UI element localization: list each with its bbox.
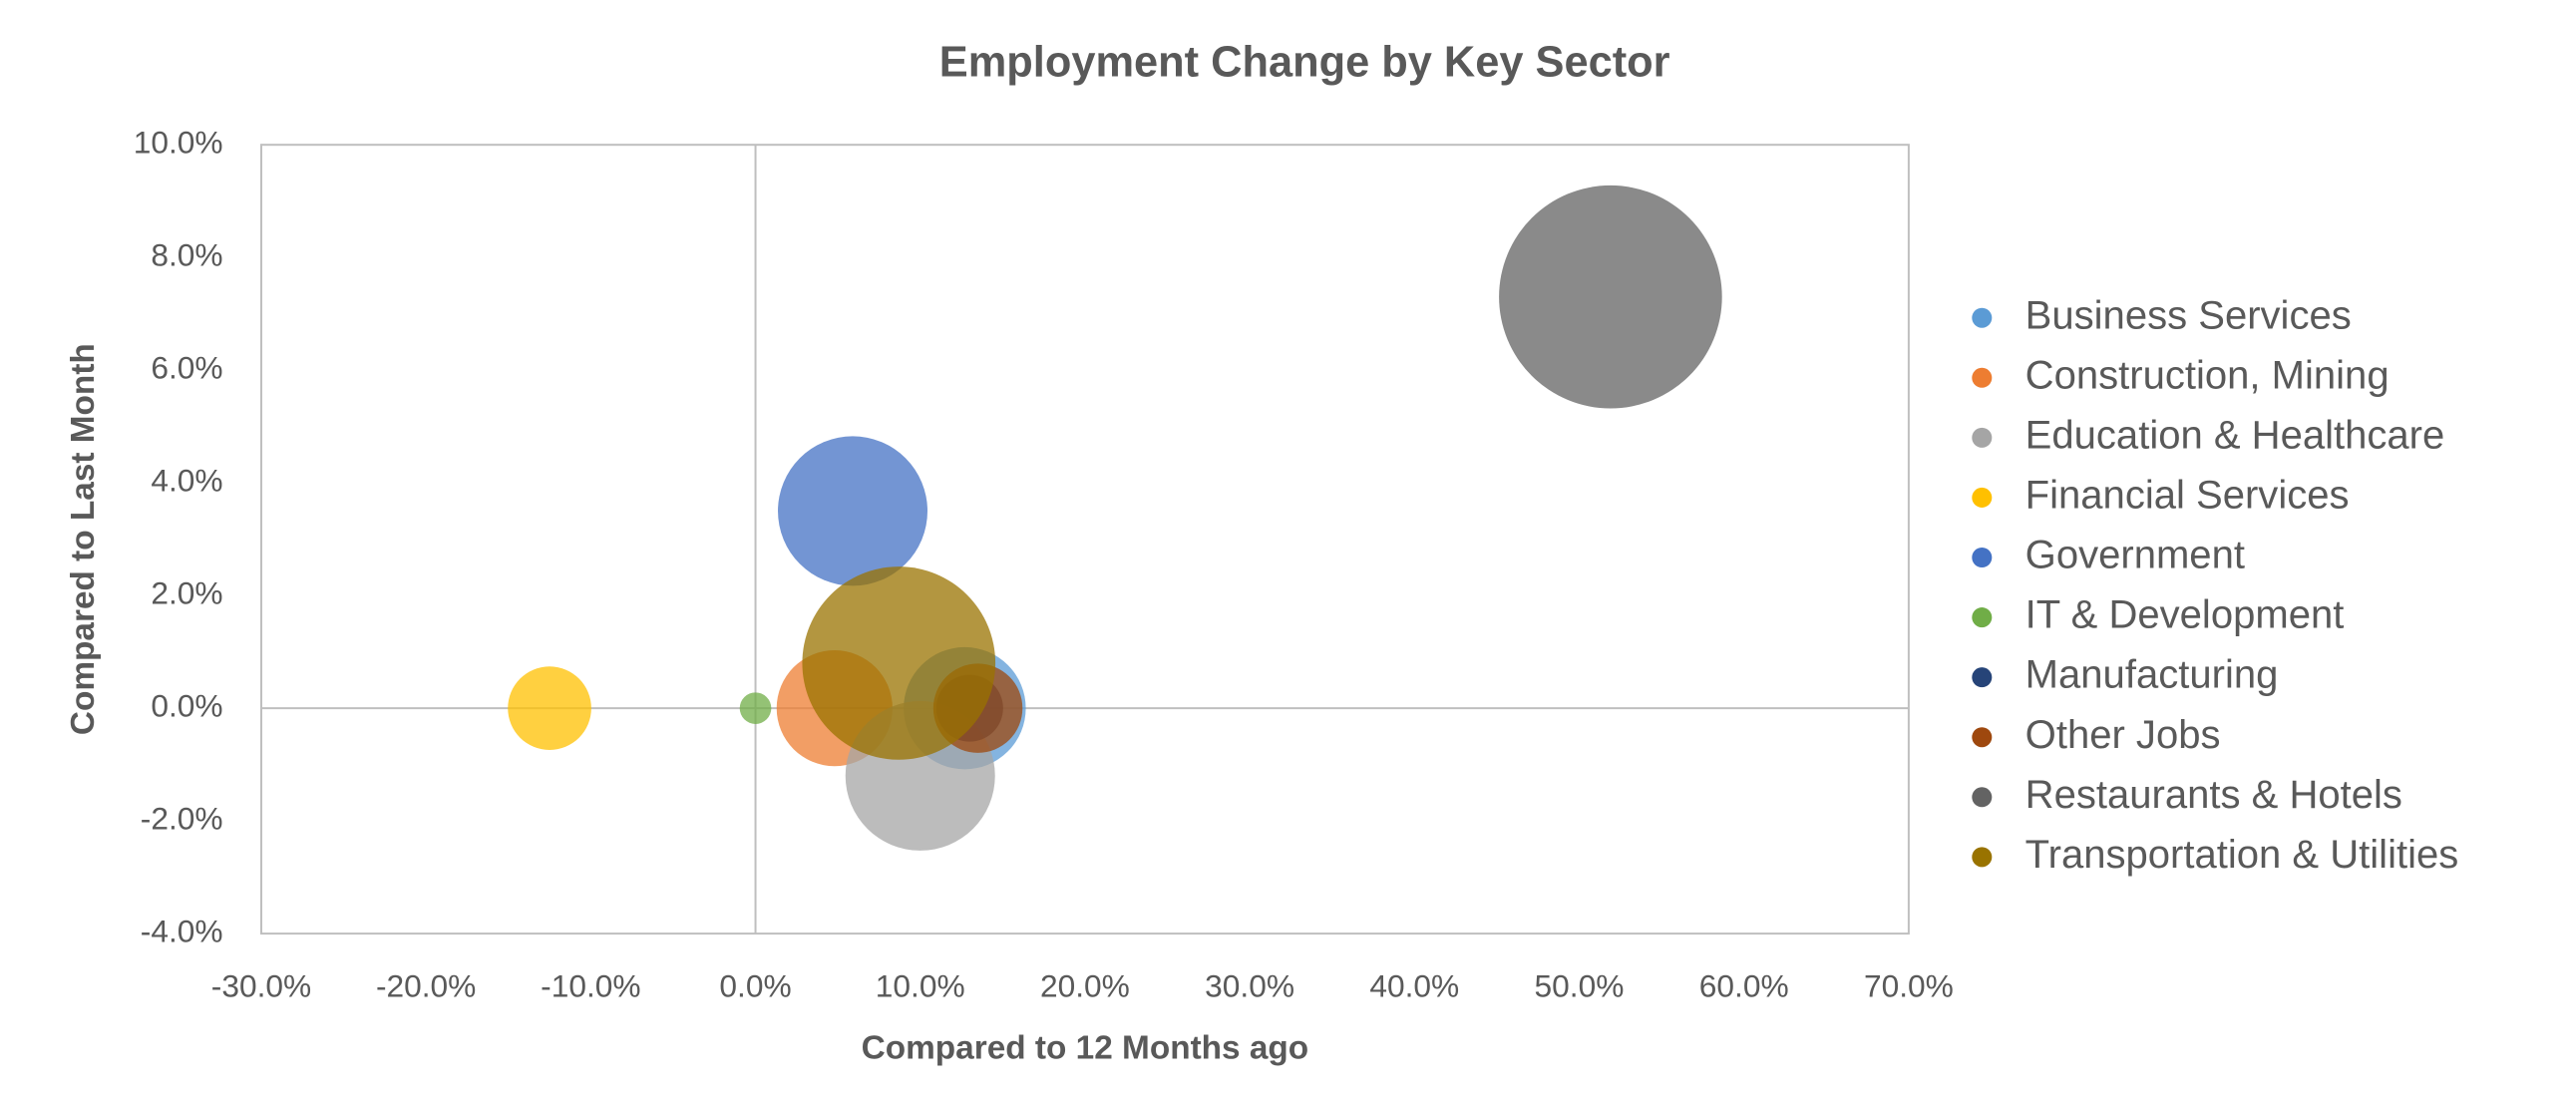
x-tick-label: 60.0% [1699, 968, 1789, 1004]
x-tick-label: -20.0% [376, 968, 476, 1004]
legend-marker [1972, 607, 1993, 628]
x-tick-label: 0.0% [719, 968, 791, 1004]
legend-marker [1972, 727, 1993, 748]
x-axis-title: Compared to 12 Months ago [862, 1030, 1309, 1067]
y-tick-label: 10.0% [134, 125, 223, 161]
bubble [508, 666, 591, 750]
legend-label: Government [2025, 534, 2245, 577]
plot-area [259, 144, 1910, 935]
y-tick-label: 2.0% [151, 575, 222, 611]
legend-marker [1972, 547, 1993, 568]
legend-label: Other Jobs [2025, 713, 2221, 757]
y-tick-label: 6.0% [151, 350, 222, 386]
legend-label: Business Services [2025, 293, 2352, 337]
chart-title: Employment Change by Key Sector [939, 39, 1670, 87]
legend-label: Manufacturing [2025, 653, 2279, 697]
legend-marker [1972, 787, 1993, 808]
legend-marker [1972, 307, 1993, 328]
legend-marker [1972, 667, 1993, 688]
y-axis-title: Compared to Last Month [65, 343, 102, 735]
y-tick-label: 4.0% [151, 463, 222, 499]
legend-label: Restaurants & Hotels [2025, 773, 2402, 817]
bubble [739, 692, 772, 724]
x-tick-label: 40.0% [1369, 968, 1459, 1004]
x-tick-label: -30.0% [211, 968, 311, 1004]
y-tick-label: 8.0% [151, 237, 222, 273]
x-tick-label: 30.0% [1205, 968, 1294, 1004]
legend-label: Education & Healthcare [2025, 413, 2445, 457]
x-tick-label: -10.0% [541, 968, 640, 1004]
legend-marker [1972, 367, 1993, 388]
legend-label: Construction, Mining [2025, 353, 2390, 397]
legend-label: Transportation & Utilities [2025, 833, 2459, 877]
legend-marker [1972, 847, 1993, 868]
legend-label: IT & Development [2025, 593, 2345, 637]
y-tick-label: -2.0% [141, 800, 223, 836]
y-tick-label: -4.0% [141, 913, 223, 948]
x-tick-label: 20.0% [1040, 968, 1130, 1004]
x-tick-label: 10.0% [876, 968, 965, 1004]
legend-label: Financial Services [2025, 474, 2350, 518]
legend-marker [1972, 427, 1993, 448]
bubble [802, 566, 996, 760]
bubble [1499, 185, 1722, 409]
legend-marker [1972, 487, 1993, 508]
bubble [778, 436, 928, 586]
x-tick-label: 50.0% [1535, 968, 1625, 1004]
x-tick-label: 70.0% [1864, 968, 1954, 1004]
y-tick-label: 0.0% [151, 688, 222, 724]
